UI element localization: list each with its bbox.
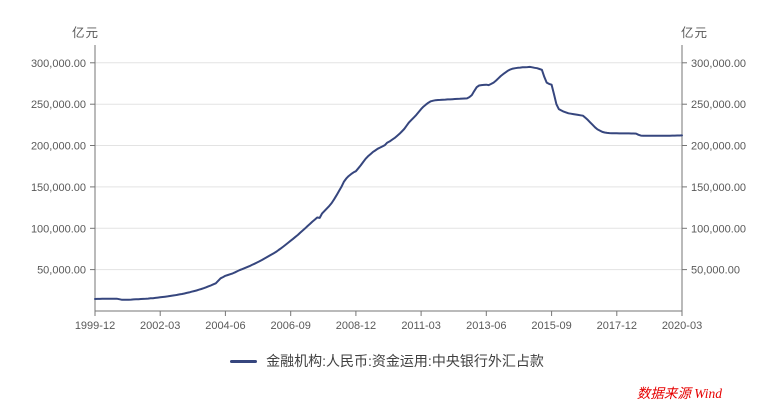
svg-text:150,000.00: 150,000.00	[691, 182, 746, 194]
svg-text:2002-03: 2002-03	[140, 320, 180, 332]
svg-text:2011-03: 2011-03	[401, 320, 441, 332]
svg-text:250,000.00: 250,000.00	[31, 99, 86, 111]
legend-item-fx-holdings[interactable]: 金融机构:人民币:资金运用:中央银行外汇占款	[230, 351, 544, 371]
legend-line-icon	[230, 359, 258, 363]
y-axis-unit-right: 亿元	[681, 26, 709, 40]
svg-text:300,000.00: 300,000.00	[31, 58, 86, 70]
svg-text:150,000.00: 150,000.00	[31, 182, 86, 194]
chart-legend: 金融机构:人民币:资金运用:中央银行外汇占款	[0, 351, 774, 371]
svg-text:2015-09: 2015-09	[531, 320, 571, 332]
svg-text:2017-12: 2017-12	[597, 320, 637, 332]
svg-text:2006-09: 2006-09	[271, 320, 311, 332]
svg-text:2020-03: 2020-03	[662, 320, 702, 332]
svg-text:100,000.00: 100,000.00	[31, 223, 86, 235]
svg-text:300,000.00: 300,000.00	[691, 58, 746, 70]
svg-text:100,000.00: 100,000.00	[691, 223, 746, 235]
svg-text:2004-06: 2004-06	[205, 320, 245, 332]
svg-text:1999-12: 1999-12	[75, 320, 115, 332]
svg-text:2008-12: 2008-12	[336, 320, 376, 332]
svg-text:200,000.00: 200,000.00	[691, 141, 746, 153]
legend-label: 金融机构:人民币:资金运用:中央银行外汇占款	[266, 353, 544, 369]
data-source-note: 数据来源 Wind	[636, 386, 722, 401]
svg-text:50,000.00: 50,000.00	[691, 265, 740, 277]
svg-text:50,000.00: 50,000.00	[37, 265, 86, 277]
y-axis-unit-left: 亿元	[72, 26, 100, 40]
svg-text:2013-06: 2013-06	[466, 320, 506, 332]
svg-text:200,000.00: 200,000.00	[31, 141, 86, 153]
svg-text:250,000.00: 250,000.00	[691, 99, 746, 111]
